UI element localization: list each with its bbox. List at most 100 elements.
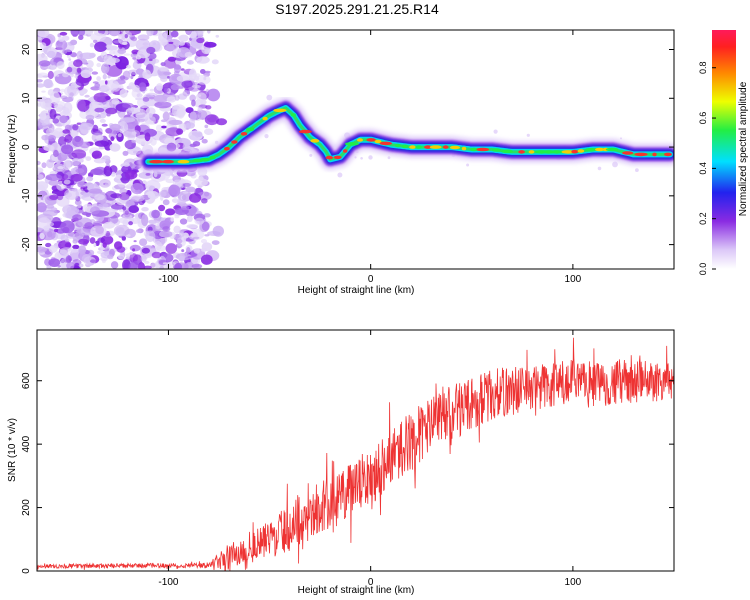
noise-speckle-mark <box>215 34 220 38</box>
noise-speckle-mark <box>186 224 198 229</box>
noise-speckle-mark <box>106 79 119 91</box>
noise-speckle-mark <box>204 41 217 48</box>
noise-speckle-mark <box>170 217 174 222</box>
noise-speckle-mark <box>123 53 131 56</box>
noise-speckle-mark <box>165 127 182 137</box>
noise-speckle-mark <box>134 30 141 34</box>
noise-speckle-mark <box>163 88 169 93</box>
noise-speckle-mark <box>204 191 210 197</box>
noise-speckle-mark <box>100 51 108 59</box>
noise-speckle-mark <box>110 261 119 269</box>
noise-speckle-mark <box>122 150 129 156</box>
ridge-hotspot <box>476 147 490 152</box>
noise-speckle-mark <box>182 182 191 187</box>
noise-speckle-mark <box>144 132 151 142</box>
colorbar-label: Normalized spectral amplitude <box>738 81 749 216</box>
noise-speckle-mark <box>122 219 129 227</box>
noise-speckle-mark <box>141 214 149 227</box>
noise-speckle-mark <box>119 192 130 201</box>
noise-speckle-mark <box>85 189 89 193</box>
noise-speckle-mark <box>78 245 87 255</box>
noise-speckle-mark <box>54 228 59 233</box>
noise-speckle-mark <box>197 106 203 113</box>
noise-speckle-mark <box>72 241 77 244</box>
noise-speckle-mark <box>37 30 50 38</box>
noise-speckle-mark <box>86 30 94 36</box>
noise-speckle-mark <box>49 108 57 120</box>
snr-x-tick-label: 0 <box>368 577 374 588</box>
noise-speckle-mark <box>194 114 200 120</box>
noise-speckle-mark <box>63 179 71 185</box>
noise-speckle-mark <box>105 80 108 85</box>
noise-speckle-mark <box>154 240 163 250</box>
noise-speckle-mark <box>91 150 103 160</box>
noise-speckle-mark <box>45 242 52 248</box>
noise-speckle-mark <box>104 166 110 170</box>
noise-speckle-mark <box>200 69 206 74</box>
noise-speckle-mark <box>139 238 148 246</box>
snr-y-tick-label: 400 <box>21 435 32 452</box>
ridge-hotspot <box>622 151 634 155</box>
noise-speckle-mark <box>60 88 65 93</box>
noise-speckle-mark <box>142 96 150 102</box>
noise-speckle-mark <box>39 112 47 121</box>
noise-speckle-mark <box>203 213 211 218</box>
noise-speckle-mark <box>96 62 101 68</box>
snr-y-tick-label: 600 <box>21 372 32 389</box>
noise-speckle-mark <box>37 102 41 107</box>
noise-speckle-mark <box>135 107 141 111</box>
noise-speckle-mark <box>162 226 171 232</box>
spectrogram-y-tick-label: 0 <box>21 144 32 150</box>
noise-speckle-mark <box>148 58 153 62</box>
noise-speckle-mark <box>52 64 56 68</box>
colorbar-tick-label: 0.4 <box>698 162 708 175</box>
noise-speckle-mark <box>53 149 59 158</box>
noise-speckle-mark <box>91 71 99 75</box>
noise-speckle-mark <box>162 199 170 206</box>
noise-speckle-mark <box>70 130 78 138</box>
noise-speckle-mark <box>86 60 94 69</box>
noise-speckle-mark <box>130 75 134 80</box>
noise-speckle-mark <box>146 94 151 98</box>
noise-speckle-mark <box>193 236 200 240</box>
noise-speckle-mark <box>54 104 64 109</box>
noise-speckle-mark <box>41 162 47 169</box>
noise-speckle-mark <box>194 217 205 225</box>
ridge-hotspot <box>584 148 597 152</box>
noise-speckle-mark <box>194 178 209 187</box>
noise-speckle-mark <box>612 161 618 168</box>
noise-speckle-mark <box>37 160 41 166</box>
noise-speckle-mark <box>101 63 110 74</box>
noise-speckle-mark <box>171 174 175 177</box>
spectrogram-y-tick-label: 10 <box>21 92 32 104</box>
noise-speckle-mark <box>119 75 126 80</box>
noise-speckle-mark <box>60 220 75 234</box>
noise-speckle-mark <box>176 243 182 249</box>
noise-speckle-mark <box>167 56 177 62</box>
noise-speckle-mark <box>184 51 193 58</box>
noise-speckle-mark <box>107 75 111 79</box>
ridge-hotspot <box>325 155 334 160</box>
noise-speckle-mark <box>387 156 391 160</box>
ridge-hotspot <box>634 152 648 157</box>
noise-speckle-mark <box>207 231 221 236</box>
noise-speckle-mark <box>185 107 194 114</box>
noise-speckle-mark <box>101 123 108 127</box>
noise-speckle-mark <box>70 30 80 37</box>
noise-speckle-mark <box>61 174 69 180</box>
snr-y-tick-label: 200 <box>21 499 32 516</box>
noise-speckle-mark <box>77 181 84 188</box>
noise-speckle-mark <box>155 124 163 132</box>
noise-speckle-mark <box>138 82 147 92</box>
noise-speckle-mark <box>94 41 108 52</box>
noise-speckle-mark <box>94 194 105 201</box>
noise-speckle-mark <box>37 181 49 191</box>
noise-speckle-mark <box>123 162 130 167</box>
noise-speckle-mark <box>178 231 185 238</box>
ridge-hotspot <box>357 138 363 142</box>
spectrogram-x-label: Height of straight line (km) <box>298 285 415 296</box>
ridge-hotspot <box>652 152 657 157</box>
noise-speckle-mark <box>151 209 161 219</box>
noise-speckle-mark <box>153 171 158 178</box>
noise-speckle-mark <box>70 52 77 58</box>
